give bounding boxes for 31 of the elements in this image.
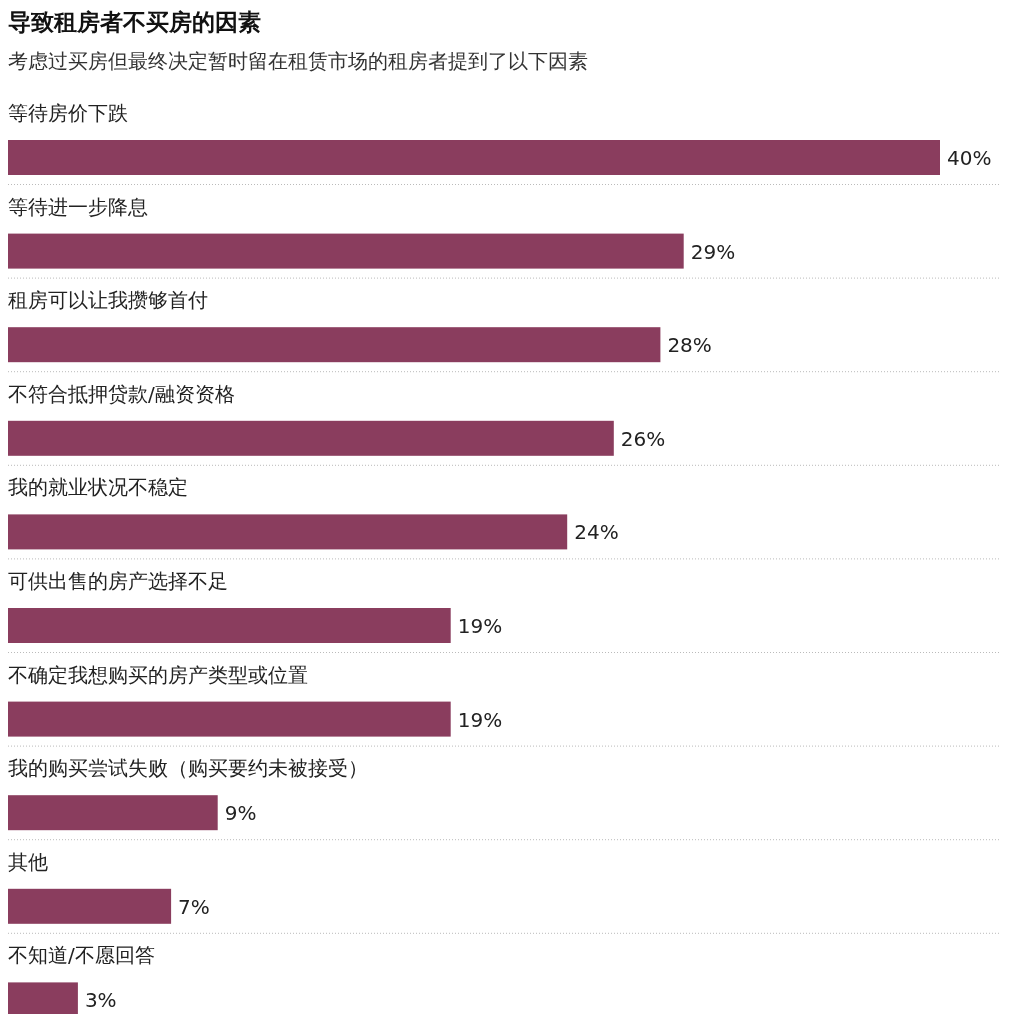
y-tick-label: 我的就业状况不稳定 <box>8 475 188 500</box>
bar <box>8 514 568 550</box>
chart-title: 导致租房者不买房的因素 <box>8 9 261 35</box>
data-label: 19% <box>457 707 503 732</box>
y-tick-label: 租房可以让我攒够首付 <box>8 288 208 313</box>
data-label: 40% <box>947 146 992 170</box>
data-label: 19% <box>457 614 503 638</box>
y-tick-label: 我的购买尝试失败（购买要约未被接受） <box>8 756 368 781</box>
data-label: 9% <box>224 801 257 826</box>
chart-subtitle: 考虑过买房但最终决定暂时留在租赁市场的租房者提到了以下因素 <box>8 49 588 73</box>
bar <box>8 888 172 924</box>
y-tick-label: 等待房价下跌 <box>8 101 128 125</box>
y-tick-label: 不符合抵押贷款/融资资格 <box>8 381 235 406</box>
data-label: 3% <box>84 988 117 1013</box>
bar <box>8 140 940 175</box>
data-label: 28% <box>667 333 712 358</box>
data-label: 26% <box>620 426 666 451</box>
data-label: 7% <box>178 894 210 919</box>
data-label: 24% <box>574 520 619 545</box>
y-tick-label: 其他 <box>8 849 48 874</box>
y-tick-label: 不确定我想购买的房产类型或位置 <box>8 662 308 687</box>
bar <box>8 608 451 643</box>
y-tick-label: 不知道/不愿回答 <box>8 943 155 968</box>
bar <box>8 233 684 269</box>
data-label: 29% <box>690 239 736 264</box>
bar <box>8 795 218 831</box>
bar <box>8 327 661 363</box>
y-tick-label: 等待进一步降息 <box>8 194 148 219</box>
bar <box>8 420 614 456</box>
y-tick-label: 可供出售的房产选择不足 <box>8 569 228 593</box>
bar <box>8 701 451 737</box>
